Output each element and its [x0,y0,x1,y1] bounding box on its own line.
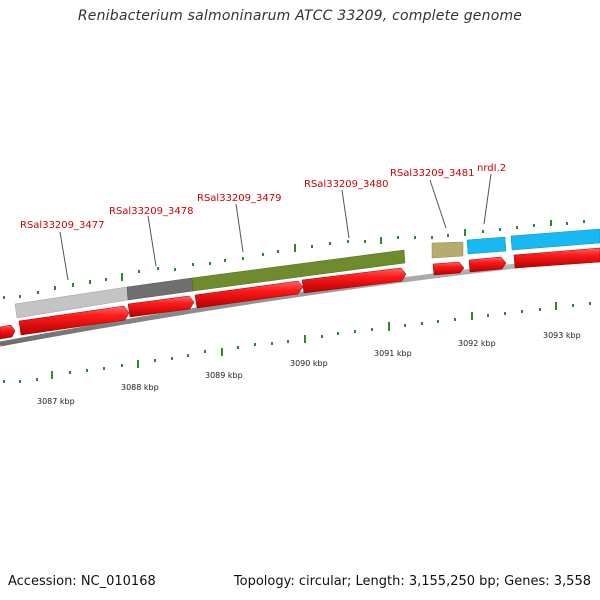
cds-arrow-4[interactable] [194,280,304,309]
kbp-labels: 3087 kbp 3088 kbp 3089 kbp 3090 kbp 3091… [37,331,581,406]
cds-arrow-7[interactable] [468,256,507,273]
gene-bar-rsal33209-3479-3480[interactable] [191,249,406,292]
cds-track [0,247,600,340]
kbp-label-3087: 3087 kbp [37,397,75,406]
gene-label-rsal33209-3480[interactable]: RSal33209_3480 [304,179,388,190]
genome-title: Renibacterium salmoninarum ATCC 33209, c… [77,8,523,24]
kbp-label-3089: 3089 kbp [205,371,243,380]
cds-arrow-8[interactable] [513,247,600,269]
cds-arrow-1[interactable] [0,324,16,340]
gene-label-rsal33209-3481[interactable]: RSal33209_3481 [390,168,474,179]
kbp-label-3088: 3088 kbp [121,383,159,392]
gene-label-leaders [59,173,492,281]
gene-label-rsal33209-3478[interactable]: RSal33209_3478 [109,206,193,217]
gene-label-rsal33209-3479[interactable]: RSal33209_3479 [197,193,281,204]
kbp-label-3093: 3093 kbp [543,331,581,340]
genome-summary-text: Topology: circular; Length: 3,155,250 bp… [233,574,591,589]
outer-tick-ring [3,220,585,299]
inner-tick-ring [3,302,591,383]
kbp-label-3092: 3092 kbp [458,339,496,348]
cds-arrow-5[interactable] [301,267,407,294]
gene-labels: RSal33209_3477 RSal33209_3478 RSal33209_… [20,163,506,231]
kbp-label-3091: 3091 kbp [374,349,412,358]
gene-bar-rsal33209-3481[interactable] [431,241,464,259]
gene-bar-nrdi-2[interactable] [466,236,507,255]
cds-arrow-6[interactable] [432,261,465,276]
gene-bar-next[interactable] [510,228,600,251]
accession-text: Accession: NC_010168 [8,574,156,589]
gene-label-rsal33209-3477[interactable]: RSal33209_3477 [20,220,104,231]
cds-arrow-3[interactable] [127,295,195,318]
cds-arrow-2[interactable] [18,305,130,336]
gene-track [14,228,600,319]
kbp-label-3090: 3090 kbp [290,359,328,368]
gene-label-nrdi-2[interactable]: nrdI.2 [477,163,506,174]
